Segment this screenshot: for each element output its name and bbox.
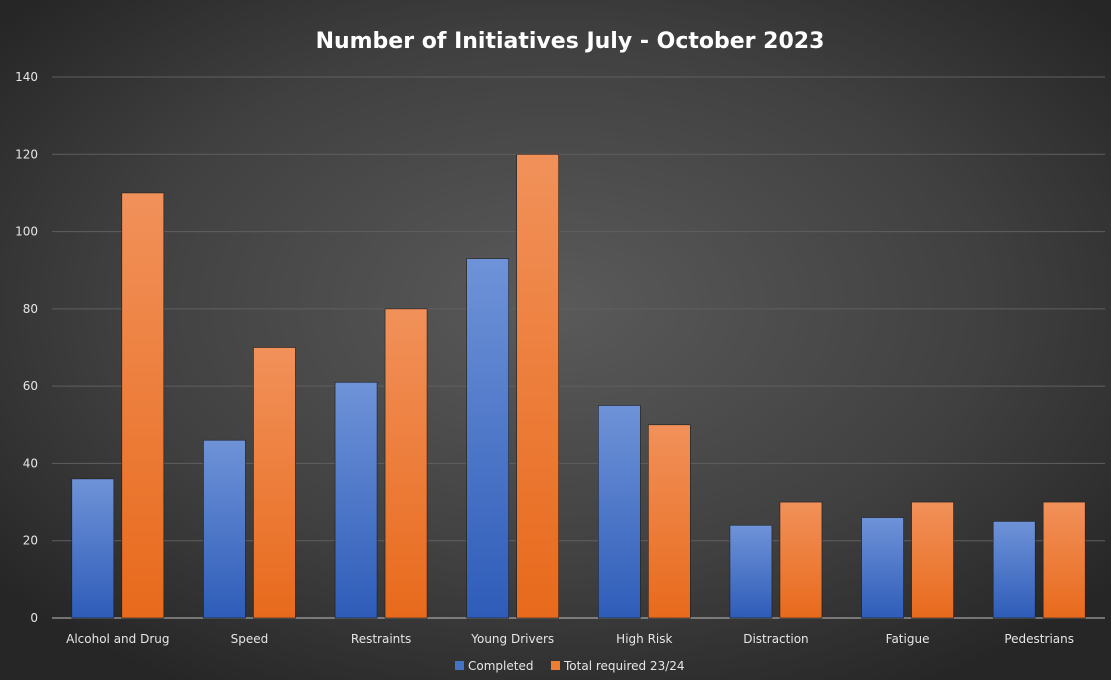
x-axis: Alcohol and Drug Speed Restraints Young Dri… xyxy=(66,632,1074,646)
bar-total-required-7 xyxy=(911,501,954,619)
y-tick-label: 0 xyxy=(30,611,38,625)
bar-total-required-2 xyxy=(253,347,296,619)
y-tick-label: 20 xyxy=(23,534,38,548)
bar-completed-7 xyxy=(861,517,904,619)
x-tick-label: Young Drivers xyxy=(470,632,554,646)
y-tick-label: 40 xyxy=(23,456,38,470)
bar-total-required-4 xyxy=(516,153,559,619)
bar-completed-2 xyxy=(203,439,246,619)
x-tick-label: Pedestrians xyxy=(1004,632,1074,646)
bar-completed-3 xyxy=(334,381,378,619)
y-tick-label: 80 xyxy=(23,302,38,316)
y-tick-label: 60 xyxy=(23,379,38,393)
y-tick-label: 140 xyxy=(15,70,38,84)
x-tick-label: Restraints xyxy=(351,632,411,646)
bar-total-required-6 xyxy=(779,501,823,619)
legend: Completed Total required 23/24 xyxy=(455,659,685,673)
y-tick-label: 120 xyxy=(15,147,38,161)
bar-total-required-5 xyxy=(648,424,691,619)
x-tick-label: Alcohol and Drug xyxy=(66,632,169,646)
bar-completed-4 xyxy=(466,258,509,619)
legend-label: Completed xyxy=(468,659,533,673)
y-tick-label: 100 xyxy=(15,225,38,239)
bar-completed-5 xyxy=(598,405,641,619)
x-tick-label: Speed xyxy=(231,632,269,646)
bar-completed-6 xyxy=(729,524,773,619)
legend-swatch xyxy=(551,661,560,670)
bar-total-required-1 xyxy=(121,192,165,619)
legend-swatch xyxy=(455,661,464,670)
legend-label: Total required 23/24 xyxy=(563,659,685,673)
bar-total-required-8 xyxy=(1042,501,1086,619)
chart-title: Number of Initiatives July - October 202… xyxy=(316,29,825,54)
bar-completed-8 xyxy=(992,521,1036,619)
bars xyxy=(71,153,1086,619)
bar-total-required-3 xyxy=(384,308,428,619)
y-axis: 0 20 40 60 80 100 120 140 xyxy=(15,70,38,625)
x-tick-label: Fatigue xyxy=(886,632,930,646)
x-tick-label: High Risk xyxy=(616,632,672,646)
bar-completed-1 xyxy=(71,478,115,619)
x-tick-label: Distraction xyxy=(743,632,808,646)
